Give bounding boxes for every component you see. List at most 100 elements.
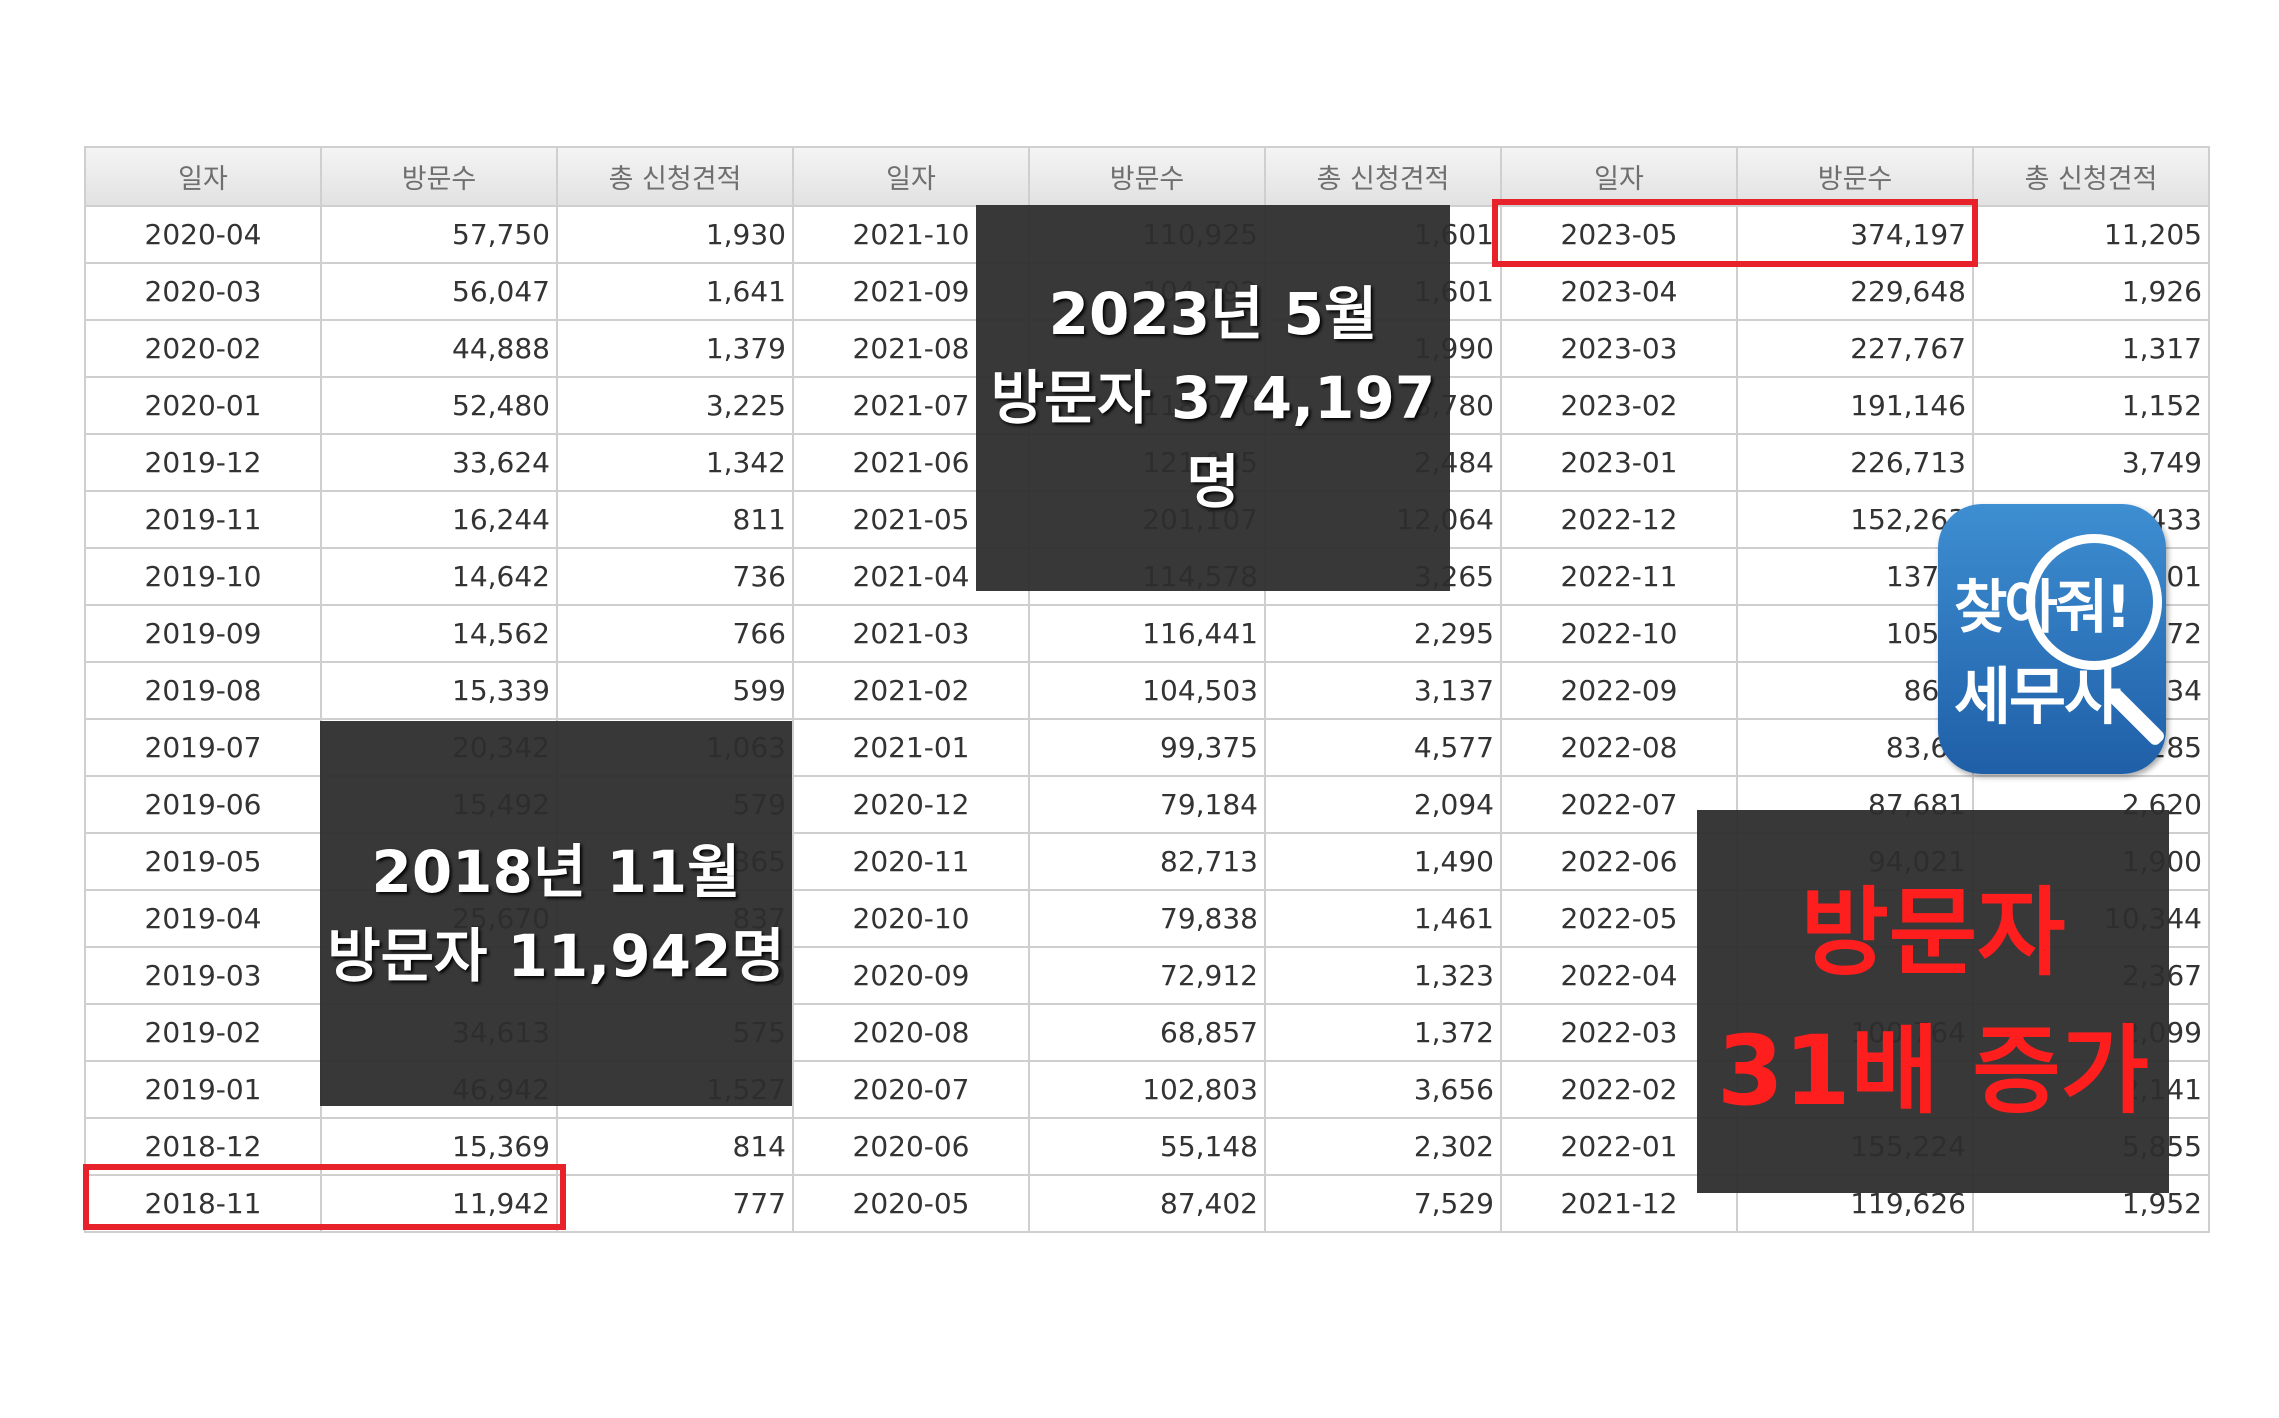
date-cell: 2020-04 <box>84 205 322 264</box>
visits-cell: 68,857 <box>1028 1003 1266 1062</box>
visits-cell: 14,642 <box>320 547 558 606</box>
quotes-cell: 777 <box>556 1174 794 1233</box>
date-cell: 2023-01 <box>1500 433 1738 492</box>
date-cell: 2022-08 <box>1500 718 1738 777</box>
date-cell: 2020-03 <box>84 262 322 321</box>
visits-cell: 99,375 <box>1028 718 1266 777</box>
visits-cell: 14,562 <box>320 604 558 663</box>
table-row: 2018-11 11,942 777 2020-05 87,402 7,529 2021-1… <box>84 1174 2210 1233</box>
date-cell: 2019-02 <box>84 1003 322 1062</box>
date-cell: 2022-12 <box>1500 490 1738 549</box>
visits-cell: 116,441 <box>1028 604 1266 663</box>
visits-cell: 57,750 <box>320 205 558 264</box>
growth-label: 방문자 <box>1800 876 2066 989</box>
visits-cell: 11,942 <box>320 1174 558 1233</box>
visits-cell: 33,624 <box>320 433 558 492</box>
date-cell: 2020-11 <box>792 832 1030 891</box>
date-cell: 2022-10 <box>1500 604 1738 663</box>
quotes-cell: 1,317 <box>1972 319 2210 378</box>
visits-cell: 82,713 <box>1028 832 1266 891</box>
visits-cell: 16,244 <box>320 490 558 549</box>
overlay-2018-11: 2018년 11월 방문자 11,942명 <box>320 721 792 1106</box>
quotes-cell: 1,152 <box>1972 376 2210 435</box>
quotes-cell: 599 <box>556 661 794 720</box>
visits-cell: 15,339 <box>320 661 558 720</box>
visits-cell: 227,767 <box>1736 319 1974 378</box>
date-cell: 2019-11 <box>84 490 322 549</box>
date-cell: 2020-10 <box>792 889 1030 948</box>
quotes-cell: 3,137 <box>1264 661 1502 720</box>
column-header: 일자 <box>84 146 322 207</box>
date-cell: 2021-01 <box>792 718 1030 777</box>
column-header: 일자 <box>1500 146 1738 207</box>
visits-cell: 152,263 <box>1736 490 1974 549</box>
logo-text-line2: 세무사 <box>1954 660 2121 733</box>
growth-value: 31배 증가 <box>1717 1014 2149 1127</box>
date-cell: 2023-03 <box>1500 319 1738 378</box>
quotes-cell: 766 <box>556 604 794 663</box>
visits-cell: 52,480 <box>320 376 558 435</box>
quotes-cell: 2,094 <box>1264 775 1502 834</box>
visits-cell: 56,047 <box>320 262 558 321</box>
quotes-cell: 2,302 <box>1264 1117 1502 1176</box>
visits-cell: 72,912 <box>1028 946 1266 1005</box>
date-cell: 2020-08 <box>792 1003 1030 1062</box>
date-cell: 2021-02 <box>792 661 1030 720</box>
quotes-cell: 11,205 <box>1972 205 2210 264</box>
quotes-cell: 4,577 <box>1264 718 1502 777</box>
visits-cell: 87,402 <box>1028 1174 1266 1233</box>
date-cell: 2021-03 <box>792 604 1030 663</box>
quotes-cell: 3,656 <box>1264 1060 1502 1119</box>
quotes-cell: 1,372 <box>1264 1003 1502 1062</box>
column-header: 방문수 <box>320 146 558 207</box>
quotes-cell: 1,930 <box>556 205 794 264</box>
visits-cell: 79,838 <box>1028 889 1266 948</box>
visits-cell: 15,369 <box>320 1117 558 1176</box>
date-cell: 2023-04 <box>1500 262 1738 321</box>
date-cell: 2019-12 <box>84 433 322 492</box>
date-cell: 2020-06 <box>792 1117 1030 1176</box>
date-cell: 2022-09 <box>1500 661 1738 720</box>
quotes-cell: 1,490 <box>1264 832 1502 891</box>
visits-cell: 102,803 <box>1028 1060 1266 1119</box>
date-cell: 2018-11 <box>84 1174 322 1233</box>
column-header: 총 신청견적 <box>1972 146 2210 207</box>
date-cell: 2020-05 <box>792 1174 1030 1233</box>
date-cell: 2019-06 <box>84 775 322 834</box>
table-row: 2019-08 15,339 599 2021-02 104,503 3,137 2022-… <box>84 661 2210 720</box>
date-cell: 2019-03 <box>84 946 322 1005</box>
overlay-growth: 방문자 31배 증가 <box>1697 810 2169 1193</box>
date-cell: 2020-12 <box>792 775 1030 834</box>
date-cell: 2019-10 <box>84 547 322 606</box>
table-header-row: 일자 방문수 총 신청견적 일자 방문수 총 신청견적 일자 방문수 총 신청견적 <box>84 146 2210 207</box>
overlay-2023-05: 2023년 5월 방문자 374,197명 <box>976 205 1450 591</box>
magnifier-icon <box>2026 534 2162 670</box>
app-logo: 찾아줘! 세무사 <box>1938 504 2167 774</box>
date-cell: 2020-09 <box>792 946 1030 1005</box>
date-cell: 2020-01 <box>84 376 322 435</box>
overlay-2018-11-date: 2018년 11월 <box>371 837 741 906</box>
quotes-cell: 7,529 <box>1264 1174 1502 1233</box>
quotes-cell: 811 <box>556 490 794 549</box>
quotes-cell: 1,379 <box>556 319 794 378</box>
quotes-cell: 1,342 <box>556 433 794 492</box>
date-cell: 2019-01 <box>84 1060 322 1119</box>
date-cell: 2019-09 <box>84 604 322 663</box>
column-header: 방문수 <box>1028 146 1266 207</box>
column-header: 총 신청견적 <box>1264 146 1502 207</box>
date-cell: 2019-08 <box>84 661 322 720</box>
date-cell: 2020-02 <box>84 319 322 378</box>
logo-text-line1: 찾아줘! <box>1954 573 2132 641</box>
highlight-2018-11 <box>83 1164 566 1230</box>
date-cell: 2022-11 <box>1500 547 1738 606</box>
date-cell: 2023-02 <box>1500 376 1738 435</box>
visits-cell: 86,9 <box>1736 661 1974 720</box>
quotes-cell: 736 <box>556 547 794 606</box>
date-cell: 2023-05 <box>1500 205 1738 264</box>
visits-cell: 191,146 <box>1736 376 1974 435</box>
quotes-cell: 2,295 <box>1264 604 1502 663</box>
date-cell: 2020-07 <box>792 1060 1030 1119</box>
column-header: 방문수 <box>1736 146 1974 207</box>
quotes-cell: 814 <box>556 1117 794 1176</box>
overlay-2018-11-visitors: 방문자 11,942명 <box>327 921 785 990</box>
